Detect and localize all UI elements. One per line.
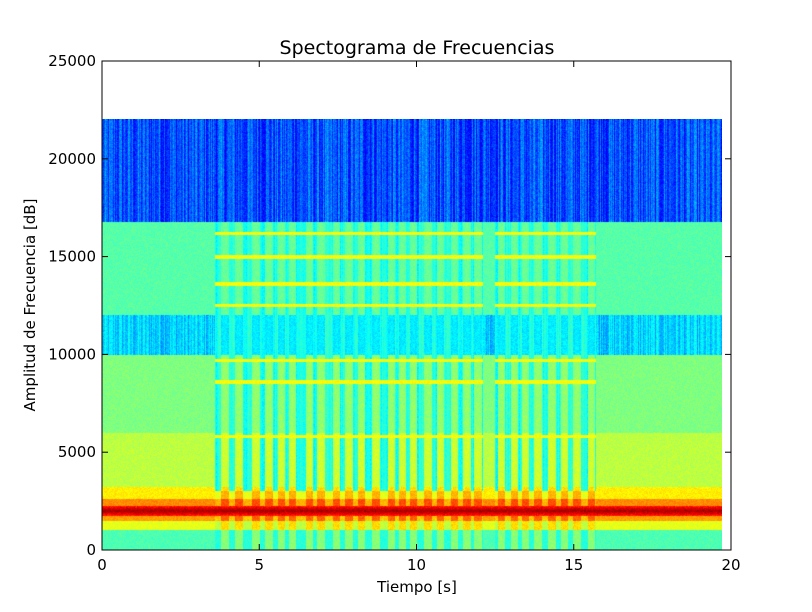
y-tick-label: 20000 [48,150,96,168]
y-tick-label: 10000 [48,345,96,363]
y-axis-label: Amplitud de Frecuencia [dB] [21,199,39,412]
y-tick-label: 5000 [58,443,96,461]
x-tick-label: 0 [97,556,107,574]
x-tick-label: 10 [407,556,426,574]
spectrogram-heatmap [102,118,722,550]
x-axis: 0 5 10 15 20 [97,61,741,574]
y-axis: 0 5000 10000 15000 20000 25000 [48,52,731,559]
x-axis-label: Tiempo [s] [376,578,457,596]
y-tick-label: 0 [86,541,96,559]
chart-title: Spectograma de Frecuencias [280,37,555,59]
x-tick-label: 5 [254,556,264,574]
plot-area [101,60,732,551]
y-tick-label: 15000 [48,248,96,266]
x-tick-label: 15 [564,556,583,574]
x-tick-label: 20 [721,556,740,574]
y-tick-label: 25000 [48,52,96,70]
